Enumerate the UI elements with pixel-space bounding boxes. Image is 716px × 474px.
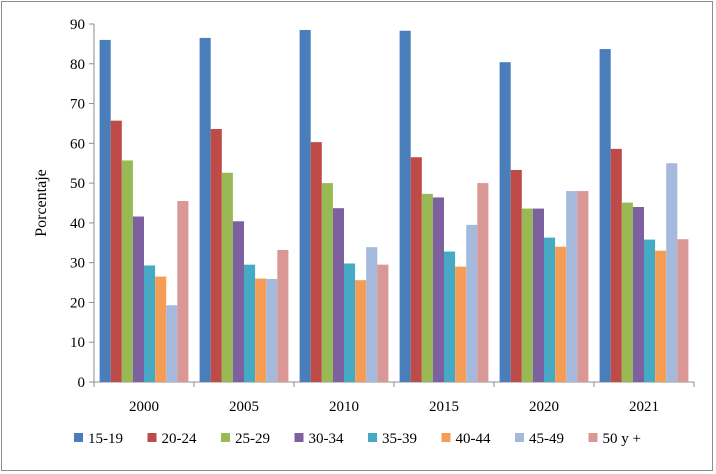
bar-2020-45-49 — [566, 191, 578, 382]
bar-2020-40-44 — [555, 246, 567, 382]
y-tick-label: 60 — [70, 136, 85, 152]
x-tick-label: 2000 — [129, 399, 159, 415]
legend-swatch — [441, 433, 451, 442]
legend-swatch — [74, 433, 83, 442]
legend-swatch — [294, 433, 304, 442]
bar-2021-50y+ — [677, 239, 689, 382]
legend-swatch — [147, 433, 157, 442]
bar-2010-45-49 — [366, 247, 378, 382]
legend-label: 20-24 — [162, 431, 197, 447]
bar-2021-45-49 — [666, 163, 678, 382]
bar-2000-45-49 — [166, 305, 178, 382]
bar-2005-25-29 — [221, 172, 233, 382]
bar-2005-45-49 — [266, 278, 278, 382]
bar-2010-50y+ — [377, 264, 389, 382]
legend: 15-19 20-24 25-29 30-34 35-39 40-44 45-49 50 y … — [74, 431, 641, 447]
bar-2010-35-39 — [344, 263, 356, 382]
y-tick-label: 30 — [70, 256, 85, 272]
y-tick-label: 10 — [70, 335, 85, 351]
legend-swatch — [368, 433, 377, 442]
bar-2015-40-44 — [455, 266, 467, 382]
bar-2021-30-34 — [632, 206, 644, 382]
y-tick-label: 20 — [70, 295, 85, 311]
legend-label: 40-44 — [456, 431, 491, 447]
bar-2000-30-34 — [132, 216, 144, 382]
bar-2020-30-34 — [532, 208, 544, 382]
bar-2021-40-44 — [655, 250, 667, 382]
bar-2010-20-24 — [310, 142, 322, 382]
y-tick-label: 80 — [70, 57, 85, 73]
legend-swatch — [515, 433, 524, 442]
legend-swatch — [221, 433, 230, 442]
bar-2005-50y+ — [277, 249, 289, 382]
bar-2020-25-29 — [521, 208, 533, 382]
bar-2015-45-49 — [466, 224, 478, 382]
bar-2010-40-44 — [355, 280, 367, 382]
x-tick-label: 2020 — [529, 399, 559, 415]
y-tick-label: 50 — [70, 176, 85, 192]
y-tick-label: 90 — [70, 17, 85, 33]
bar-2000-40-44 — [155, 276, 167, 382]
bar-2021-20-24 — [610, 148, 622, 382]
legend-swatch — [588, 433, 598, 442]
y-tick-label: 0 — [78, 375, 86, 391]
bar-2021-15-19 — [599, 49, 611, 383]
bar-2005-20-24 — [210, 129, 222, 382]
bar-2020-20-24 — [510, 169, 522, 382]
bar-2000-35-39 — [144, 265, 156, 382]
bar-2021-35-39 — [644, 239, 656, 382]
bar-2020-50y+ — [577, 191, 589, 382]
x-tick-label: 2010 — [329, 399, 359, 415]
bar-2015-30-34 — [432, 197, 444, 382]
bar-2000-50y+ — [177, 201, 189, 382]
bars-group — [99, 29, 689, 383]
bar-2020-35-39 — [544, 237, 556, 382]
bar-2021-25-29 — [621, 202, 633, 382]
bar-2020-15-19 — [499, 62, 511, 382]
bar-2015-20-24 — [410, 157, 422, 382]
x-tick-label: 2005 — [229, 399, 259, 415]
bar-2015-25-29 — [421, 193, 433, 382]
y-tick-label: 40 — [70, 216, 85, 232]
bar-2005-40-44 — [255, 278, 267, 382]
legend-label: 25-29 — [235, 431, 270, 447]
bar-2015-15-19 — [399, 30, 411, 383]
bar-2005-15-19 — [199, 37, 211, 383]
bar-2010-25-29 — [321, 183, 333, 382]
x-tick-label: 2015 — [429, 399, 459, 415]
bar-2015-50y+ — [477, 183, 489, 382]
bar-2010-30-34 — [332, 208, 344, 382]
bar-2005-30-34 — [232, 221, 244, 382]
x-tick-label: 2021 — [629, 399, 659, 415]
bar-2000-25-29 — [121, 160, 133, 382]
bar-2015-35-39 — [444, 251, 456, 382]
legend-label: 45-49 — [529, 431, 564, 447]
legend-label: 30-34 — [309, 431, 344, 447]
bar-2000-20-24 — [110, 120, 122, 382]
y-axis-title: Porcentaje — [33, 169, 50, 237]
bar-2005-35-39 — [244, 264, 256, 382]
bar-2010-15-19 — [299, 29, 311, 382]
ticks-group: 0 10 20 30 40 50 60 70 80 90 2000 2005 2010 2015 2020 2… — [70, 17, 659, 415]
legend-label: 50 y + — [603, 431, 641, 447]
legend-label: 15-19 — [88, 431, 123, 447]
legend-label: 35-39 — [382, 431, 417, 447]
bar-2000-15-19 — [99, 39, 111, 383]
axes-group — [89, 23, 695, 387]
y-tick-label: 70 — [70, 97, 85, 113]
